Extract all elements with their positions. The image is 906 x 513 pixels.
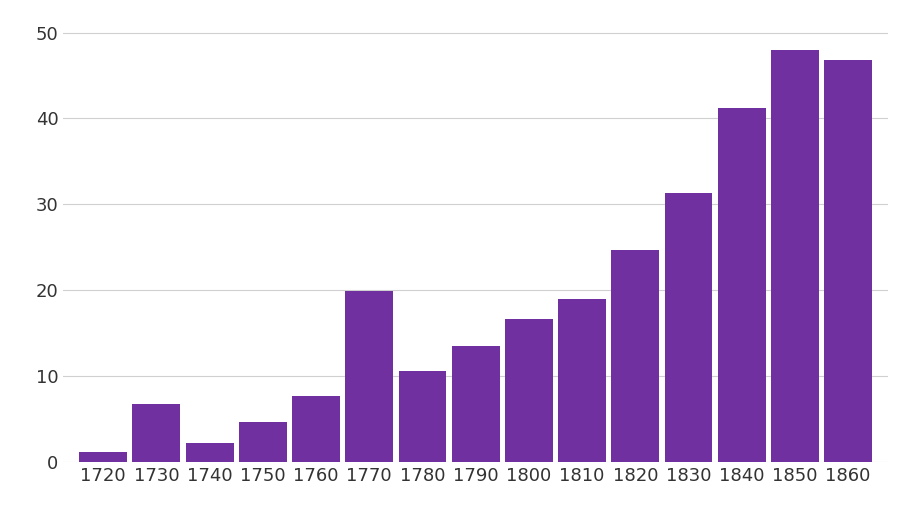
Bar — [132, 404, 180, 462]
Bar — [612, 250, 660, 462]
Bar — [718, 108, 766, 462]
Bar — [824, 60, 872, 462]
Bar — [558, 299, 606, 462]
Bar — [505, 319, 553, 462]
Bar — [664, 193, 712, 462]
Bar — [80, 452, 127, 462]
Bar — [239, 422, 287, 462]
Bar — [771, 50, 819, 462]
Bar — [452, 346, 499, 462]
Bar — [292, 397, 340, 462]
Bar — [399, 371, 447, 462]
Bar — [345, 291, 393, 462]
Bar — [186, 443, 234, 462]
